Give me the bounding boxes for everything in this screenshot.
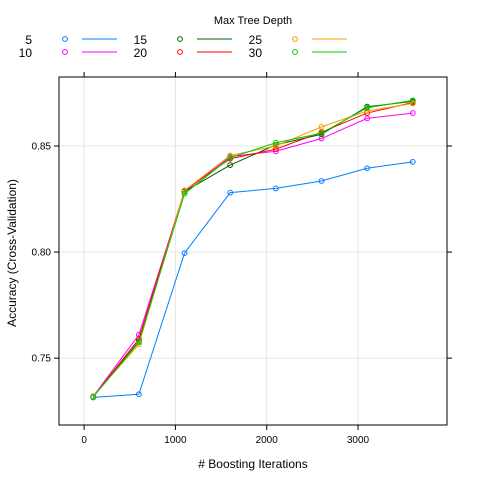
x-axis-label: # Boosting Iterations xyxy=(198,457,307,471)
legend-marker xyxy=(292,36,298,42)
series-line xyxy=(92,112,413,397)
legend-item-5: 5 xyxy=(25,33,117,47)
legend-item-30: 30 xyxy=(249,46,347,60)
legend-marker xyxy=(292,49,298,55)
legend-title: Max Tree Depth xyxy=(214,15,292,27)
legend-marker xyxy=(62,49,68,55)
data-point xyxy=(318,135,325,142)
data-point xyxy=(409,100,416,107)
series-layer xyxy=(90,97,416,401)
series-15 xyxy=(90,98,416,400)
data-point xyxy=(227,162,234,168)
data-point xyxy=(364,104,371,111)
legend-label: 30 xyxy=(249,46,263,60)
series-line xyxy=(93,161,413,398)
axis-ticks: 0 1000 2000 3000 0.75 0.80 0.85 xyxy=(32,72,452,446)
data-point xyxy=(135,391,142,398)
legend-item-15: 15 xyxy=(134,33,232,47)
grid xyxy=(59,77,447,425)
data-point xyxy=(181,250,188,257)
data-point xyxy=(272,146,279,153)
x-tick-label: 2000 xyxy=(256,435,279,446)
legend-label: 10 xyxy=(19,46,33,60)
x-tick-label: 0 xyxy=(81,435,87,446)
y-tick-label: 0.75 xyxy=(32,354,52,365)
series-line xyxy=(92,99,413,398)
plot-frame xyxy=(58,76,448,426)
data-point xyxy=(409,110,416,116)
series-line xyxy=(92,101,413,397)
data-point xyxy=(272,139,279,146)
data-point xyxy=(272,143,279,149)
series-20 xyxy=(90,99,416,400)
data-point xyxy=(409,158,416,165)
series-30 xyxy=(90,97,416,400)
x-tick-label: 1000 xyxy=(164,435,187,446)
data-point xyxy=(364,115,371,122)
data-point xyxy=(135,339,142,346)
data-point xyxy=(318,130,325,137)
series-line xyxy=(92,103,413,397)
legend-label: 5 xyxy=(25,33,32,47)
legend-marker xyxy=(177,36,183,42)
legend-label: 20 xyxy=(134,46,148,60)
data-point xyxy=(364,108,371,114)
data-point xyxy=(364,165,371,172)
x-tick-label: 3000 xyxy=(347,435,370,446)
legend-label: 15 xyxy=(134,33,148,47)
series-5 xyxy=(90,158,416,401)
y-axis-label: Accuracy (Cross-Validation) xyxy=(5,179,19,327)
data-point xyxy=(318,123,325,130)
data-point xyxy=(181,190,188,197)
data-point xyxy=(227,189,234,196)
legend-label: 25 xyxy=(249,33,263,47)
data-point xyxy=(90,394,97,400)
data-point xyxy=(409,97,416,104)
data-point xyxy=(318,178,325,184)
legend-marker xyxy=(62,36,68,42)
y-tick-label: 0.80 xyxy=(32,248,52,259)
data-point xyxy=(227,154,234,161)
data-point xyxy=(272,185,279,192)
data-point xyxy=(181,187,188,194)
legend-item-25: 25 xyxy=(249,33,347,47)
legend-marker xyxy=(177,49,183,55)
legend-item-20: 20 xyxy=(134,46,232,60)
legend-item-10: 10 xyxy=(19,46,117,60)
y-tick-label: 0.85 xyxy=(32,141,52,152)
